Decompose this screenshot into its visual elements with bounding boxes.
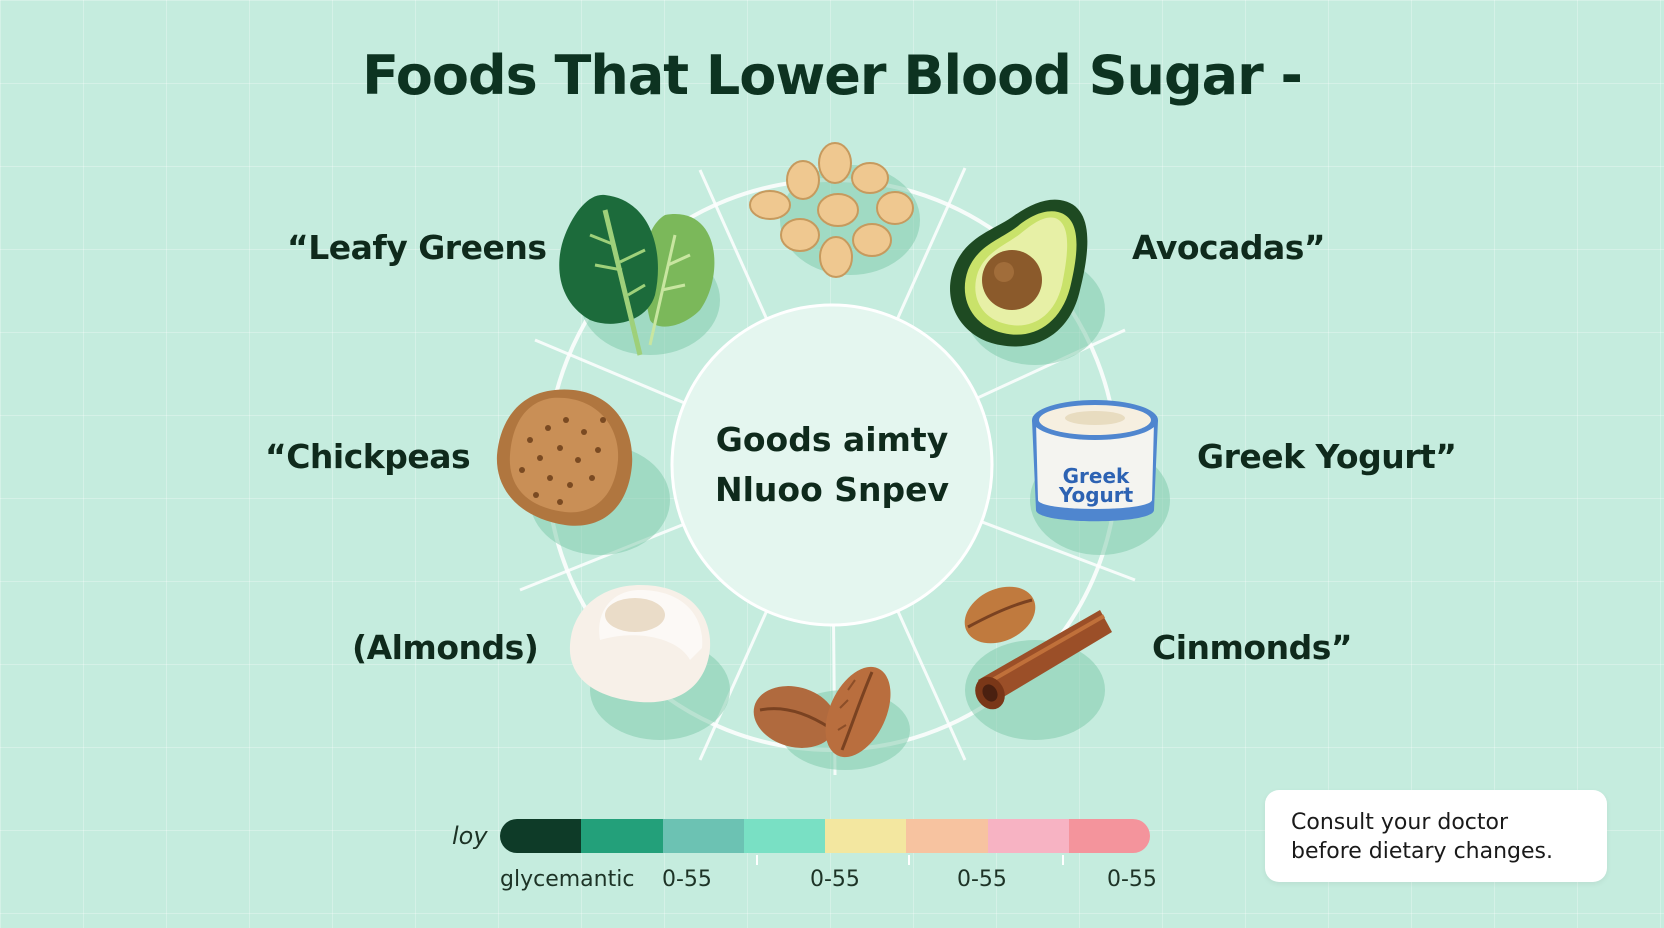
leafy-greens-icon	[559, 194, 720, 356]
legend-tick	[1062, 855, 1064, 865]
doctor-note: Consult your doctor before dietary chang…	[1265, 790, 1607, 882]
seeds-icon	[749, 142, 920, 278]
almonds-icon	[753, 666, 910, 770]
label-avocados: Avocadas”	[1132, 228, 1326, 267]
avocado-icon	[950, 199, 1105, 365]
legend-range-3: 0-55	[957, 867, 1007, 892]
legend-index-label: glycemantic	[500, 867, 635, 892]
glycemic-segment-3	[662, 819, 744, 853]
glycemic-segment-8	[1068, 819, 1150, 853]
legend-range-1: 0-55	[662, 867, 712, 892]
label-greek-yogurt: Greek Yogurt”	[1197, 437, 1457, 476]
legend-range-2: 0-55	[810, 867, 860, 892]
greek-yogurt-icon: Greek Yogurt	[1030, 400, 1170, 555]
legend-tick	[756, 855, 758, 865]
label-cinnamon: Cinmonds”	[1152, 628, 1353, 667]
legend-range-4: 0-55	[1107, 867, 1157, 892]
glycemic-segment-7	[987, 819, 1069, 853]
glycemic-segment-1	[500, 819, 582, 853]
yogurt-cup-text-2: Yogurt	[1058, 483, 1134, 507]
chickpea-icon	[496, 389, 670, 555]
center-label: Goods aimty Nluoo Snpev	[672, 415, 992, 515]
glycemic-segment-4	[743, 819, 825, 853]
page-title: Foods That Lower Blood Sugar -	[362, 44, 1303, 107]
label-chickpeas: “Chickpeas	[265, 437, 471, 476]
label-almonds: (Almonds)	[352, 628, 539, 667]
label-leafy-greens: “Leafy Greens	[287, 228, 547, 267]
legend-tick	[908, 855, 910, 865]
glycemic-segment-5	[825, 819, 907, 853]
center-label-line-1: Goods aimty	[715, 420, 949, 459]
center-label-line-2: Nluoo Snpev	[714, 470, 950, 509]
yogurt-cup-text-1: Greek	[1063, 464, 1130, 488]
glycemic-segment-2	[581, 819, 663, 853]
egg-icon	[569, 585, 730, 740]
cinnamon-icon	[964, 586, 1112, 740]
glycemic-index-bar	[500, 819, 1150, 853]
glycemic-segment-6	[906, 819, 988, 853]
legend-low-label: loy	[452, 822, 488, 850]
